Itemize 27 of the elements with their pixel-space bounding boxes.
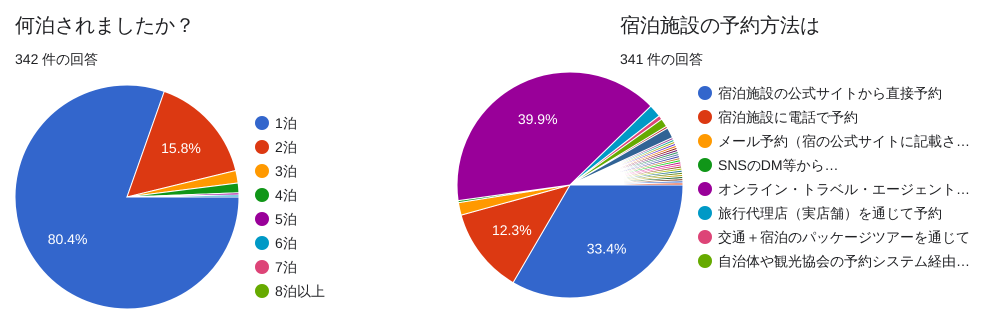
legend-label: 7泊	[275, 259, 297, 275]
data-label: 39.9%	[518, 111, 558, 128]
data-label: 80.4%	[48, 231, 88, 248]
data-label: 15.8%	[161, 140, 201, 156]
legend-label: オンライン・トラベル・エージェント…	[718, 181, 970, 197]
legend-label: 交通＋宿泊のパッケージツアーを通じて	[718, 229, 970, 245]
legend-label: 5泊	[275, 211, 297, 227]
legend-label: 6泊	[275, 235, 297, 251]
pie-slice	[14, 84, 240, 310]
legend-label: 宿泊施設に電話で予約	[718, 109, 858, 125]
legend-label: 宿泊施設の公式サイトから直接予約	[718, 85, 942, 101]
legend-label: 2泊	[275, 139, 297, 155]
legend-label: 1泊	[275, 115, 297, 131]
legend-label: メール予約（宿の公式サイトに記載さ…	[718, 133, 970, 149]
legend-label: 旅行代理店（実店舗）を通じて予約	[718, 205, 942, 221]
data-label: 33.4%	[586, 240, 626, 257]
chart-title: 何泊されましたか？	[15, 15, 195, 37]
chart-subtitle: 341 件の回答	[620, 51, 704, 67]
data-label: 12.3%	[492, 222, 532, 238]
chart-title: 宿泊施設の予約方法は	[620, 14, 820, 37]
legend-label: 4泊	[275, 187, 297, 203]
pie-slice	[126, 90, 236, 198]
legend-label: 自治体や観光協会の予約システム経由…	[718, 253, 970, 269]
legend-label: 3泊	[275, 163, 297, 179]
legend-label: 8泊以上	[275, 283, 325, 299]
legend-label: SNSのDM等から…	[718, 157, 839, 173]
chart-subtitle: 342 件の回答	[15, 51, 98, 67]
